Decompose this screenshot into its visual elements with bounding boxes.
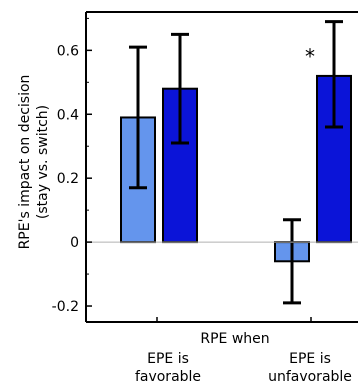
error-bars-group <box>129 20 343 305</box>
category-label: EPE is <box>289 351 331 367</box>
x-axis-label: RPE when <box>200 331 269 347</box>
bars-group <box>120 74 352 263</box>
y-tick-label: 0.4 <box>57 107 79 123</box>
y-axis-label: RPE's impact on decision <box>17 75 33 250</box>
y-tick-label: 0.6 <box>57 43 79 59</box>
y-tick-label: -0.2 <box>52 299 79 315</box>
y-axis-label: (stay vs. switch) <box>35 105 51 219</box>
axes-group <box>85 11 358 323</box>
y-tick-label: 0.2 <box>57 171 79 187</box>
category-label: favorable <box>135 369 201 385</box>
labels-group: * -0.2 0 0.2 0.4 0.6 RPE's impact on decision(… <box>17 43 352 385</box>
y-tick-label: 0 <box>70 235 79 251</box>
category-label: EPE is <box>147 351 189 367</box>
significance-star: * <box>305 45 315 69</box>
category-label: unfavorable <box>268 369 352 385</box>
